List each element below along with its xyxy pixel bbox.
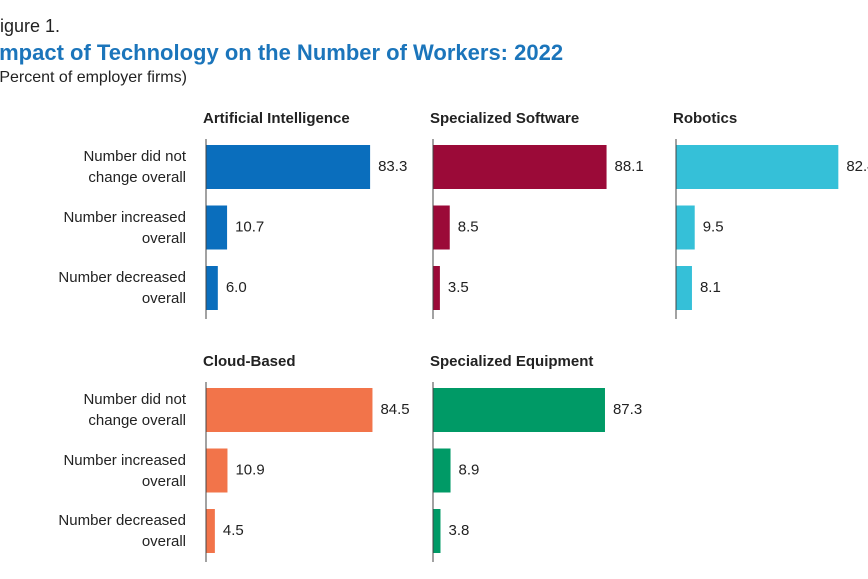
bar [433, 509, 441, 553]
panel-title: Artificial Intelligence [203, 110, 350, 127]
category-label: Number increased overall [63, 208, 186, 247]
value-label: 4.5 [223, 522, 244, 539]
panel-title: Robotics [673, 110, 737, 127]
value-label: 8.9 [459, 461, 480, 478]
category-label: Number decreased overall [58, 269, 186, 307]
value-label: 3.5 [448, 279, 469, 296]
value-label: 3.8 [448, 522, 469, 539]
figure-title: Impact of Technology on the Number of Wo… [0, 40, 563, 65]
figure-label: Figure 1. [0, 16, 60, 36]
bar [206, 509, 215, 553]
bar [676, 266, 692, 310]
value-label: 6.0 [226, 279, 247, 296]
value-label: 10.7 [235, 218, 264, 235]
bar [433, 266, 440, 310]
panel-title: Cloud-Based [203, 353, 296, 370]
bar [676, 205, 695, 250]
bar [433, 448, 451, 493]
category-label: Number decreased overall [58, 512, 186, 550]
bar [206, 448, 228, 493]
category-label: Number did not change overall [83, 148, 186, 186]
bar [433, 205, 450, 250]
bar [206, 388, 373, 432]
category-label: Number increased overall [63, 451, 186, 490]
value-label: 87.3 [613, 401, 642, 418]
value-label: 10.9 [235, 461, 264, 478]
panel-title: Specialized Software [430, 110, 579, 127]
bar [676, 145, 839, 189]
value-label: 82.4 [846, 158, 868, 175]
value-label: 8.5 [458, 218, 479, 235]
bar [433, 145, 607, 189]
bar [206, 145, 371, 189]
value-label: 83.3 [378, 158, 407, 175]
panel-title: Specialized Equipment [430, 353, 593, 370]
figure-subtitle: (Percent of employer firms) [0, 69, 187, 86]
category-label: Number did not change overall [83, 391, 186, 429]
bar [433, 388, 605, 432]
value-label: 9.5 [703, 218, 724, 235]
bar [206, 205, 228, 250]
value-label: 84.5 [380, 401, 409, 418]
value-label: 8.1 [700, 279, 721, 296]
value-label: 88.1 [615, 158, 644, 175]
bar [206, 266, 218, 310]
